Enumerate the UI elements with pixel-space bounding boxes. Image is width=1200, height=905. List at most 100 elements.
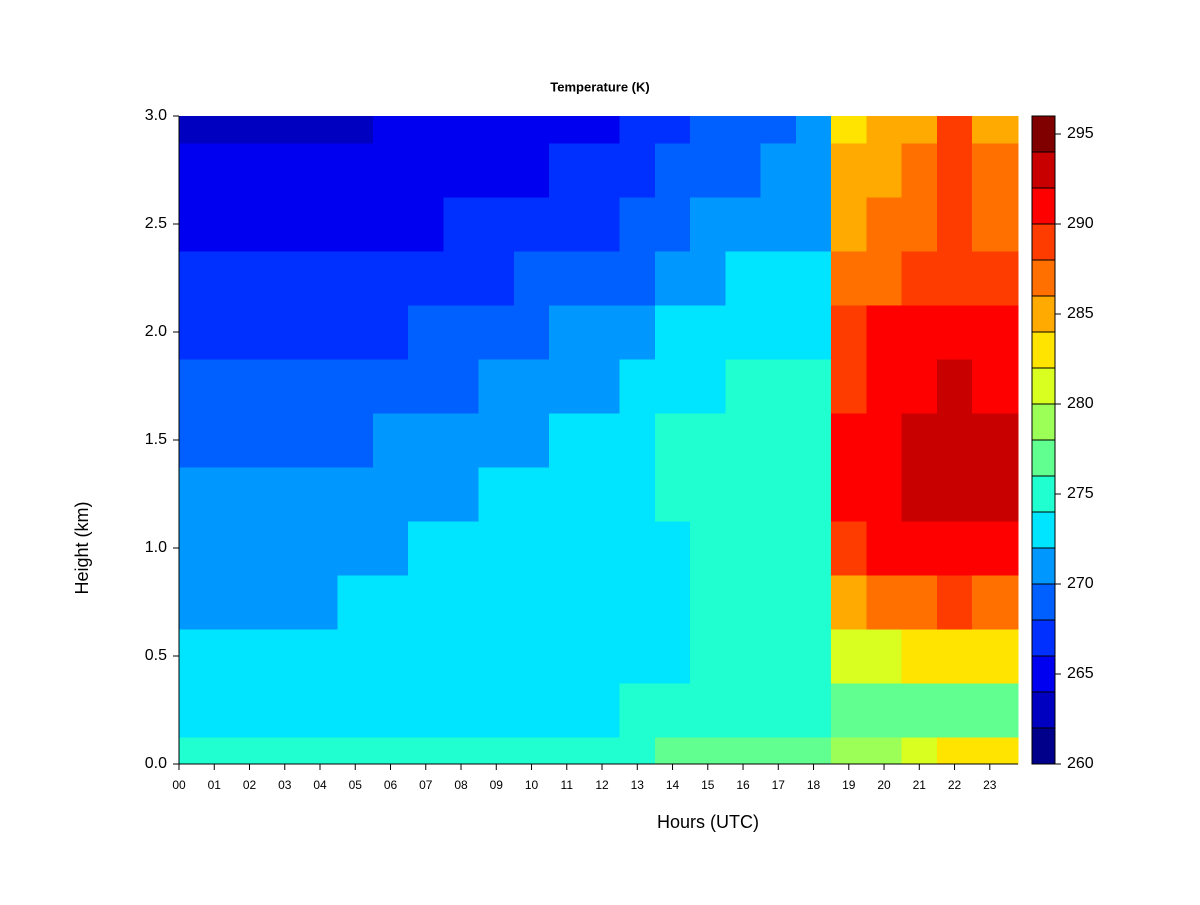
- heat-cell: [267, 143, 303, 198]
- heat-cell: [549, 143, 585, 198]
- heat-cell: [179, 575, 198, 630]
- colorbar-tick-label: 290: [1067, 215, 1094, 232]
- heat-cell: [760, 251, 797, 306]
- heat-cell: [302, 143, 339, 198]
- heat-cell: [478, 359, 515, 414]
- heat-cell: [901, 143, 938, 198]
- heat-cell: [901, 413, 938, 468]
- colorbar-tick-label: 260: [1067, 755, 1094, 772]
- heat-cell: [179, 251, 198, 306]
- colorbar-box: [1031, 403, 1056, 441]
- heat-cell: [478, 629, 515, 684]
- heat-cell: [654, 413, 691, 468]
- heat-cell: [866, 737, 903, 765]
- heat-cell: [760, 413, 797, 468]
- heat-cell: [901, 629, 938, 684]
- x-tick-label: 14: [666, 778, 680, 792]
- heat-cell: [760, 737, 797, 765]
- heat-cell: [972, 467, 1019, 522]
- heat-cell: [513, 305, 550, 360]
- heat-cell: [372, 629, 409, 684]
- x-tick-label: 02: [243, 778, 257, 792]
- heat-cell: [972, 143, 1019, 198]
- y-tick-label: 0.0: [145, 755, 167, 772]
- colorbar-tick-label: 285: [1067, 305, 1094, 322]
- heat-cell: [690, 521, 727, 576]
- heat-cell: [372, 305, 409, 360]
- colorbar-box: [1031, 187, 1056, 225]
- heat-cell: [549, 683, 585, 738]
- heat-cell: [196, 143, 233, 198]
- heat-cell: [231, 737, 268, 765]
- heat-cell: [372, 467, 409, 522]
- heat-cell: [619, 143, 656, 198]
- heat-cell: [231, 413, 268, 468]
- colorbar-tick-label: 280: [1067, 395, 1094, 412]
- heat-cell: [408, 575, 444, 630]
- heat-cell: [513, 116, 550, 144]
- heat-cell: [831, 467, 868, 522]
- heat-cell: [337, 197, 374, 252]
- heat-cell: [936, 359, 973, 414]
- heat-cell: [231, 521, 268, 576]
- heat-cell: [619, 305, 656, 360]
- heat-cell: [725, 197, 762, 252]
- heat-cell: [372, 143, 409, 198]
- heat-cell: [267, 575, 303, 630]
- heat-cell: [831, 629, 868, 684]
- heat-cell: [196, 575, 233, 630]
- colorbar-box: [1031, 115, 1056, 153]
- heat-cell: [443, 575, 480, 630]
- heat-cell: [443, 251, 480, 306]
- heat-cell: [972, 683, 1019, 738]
- heat-cell: [901, 575, 938, 630]
- x-tick-label: 17: [772, 778, 786, 792]
- colorbar-box: [1031, 655, 1056, 693]
- heat-cell: [549, 737, 585, 765]
- heat-cell: [478, 305, 515, 360]
- heat-cell: [372, 359, 409, 414]
- heat-cell: [866, 251, 903, 306]
- heat-cell: [725, 251, 762, 306]
- heat-cell: [795, 413, 832, 468]
- x-tick-label: 13: [631, 778, 645, 792]
- heat-cell: [443, 305, 480, 360]
- heat-cell: [513, 737, 550, 765]
- colorbar-box: [1031, 619, 1056, 657]
- y-tick-label: 0.5: [145, 647, 167, 664]
- heat-cell: [866, 305, 903, 360]
- heat-cell: [372, 116, 409, 144]
- heat-cell: [584, 359, 621, 414]
- heat-cell: [337, 575, 374, 630]
- heat-cell: [584, 197, 621, 252]
- heat-cell: [690, 413, 727, 468]
- heat-cell: [584, 143, 621, 198]
- heat-cell: [619, 359, 656, 414]
- heat-cell: [478, 521, 515, 576]
- heat-cell: [690, 305, 727, 360]
- heat-cell: [725, 521, 762, 576]
- heat-cell: [478, 197, 515, 252]
- heat-cell: [584, 116, 621, 144]
- heat-cell: [408, 737, 444, 765]
- heat-cell: [513, 197, 550, 252]
- heat-cell: [725, 575, 762, 630]
- heat-cell: [231, 575, 268, 630]
- heat-cell: [619, 629, 656, 684]
- heat-cell: [619, 116, 656, 144]
- x-tick-label: 10: [525, 778, 539, 792]
- heat-cell: [179, 467, 198, 522]
- heat-cell: [267, 413, 303, 468]
- heat-cell: [302, 575, 339, 630]
- heat-cell: [549, 521, 585, 576]
- colorbar-tick-label: 265: [1067, 665, 1094, 682]
- heat-cell: [337, 251, 374, 306]
- heat-cell: [654, 737, 691, 765]
- heat-cell: [179, 683, 198, 738]
- heat-cell: [267, 521, 303, 576]
- heat-cell: [866, 143, 903, 198]
- heat-cell: [936, 305, 973, 360]
- x-tick-label: 07: [419, 778, 433, 792]
- heat-cell: [619, 251, 656, 306]
- heat-cell: [267, 197, 303, 252]
